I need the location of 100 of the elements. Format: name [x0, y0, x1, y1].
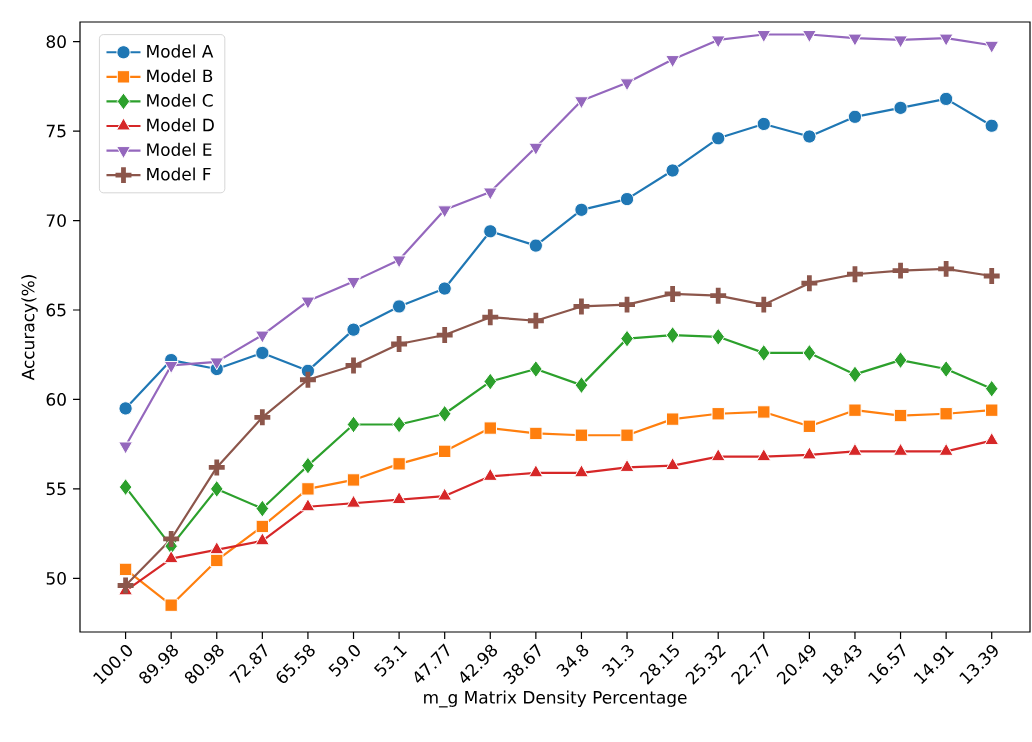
point [437, 281, 452, 296]
point [346, 494, 361, 508]
point [890, 260, 911, 282]
y-tick-label: 80 [46, 35, 66, 49]
point [756, 448, 772, 462]
point [619, 192, 635, 207]
point [984, 40, 1000, 54]
point [893, 408, 908, 423]
point [254, 330, 270, 344]
point [529, 360, 543, 378]
point [756, 30, 772, 43]
legend-label: Model A [147, 44, 214, 58]
point [346, 322, 361, 337]
point [297, 369, 319, 391]
point [255, 499, 270, 518]
point [209, 541, 225, 555]
point [529, 426, 543, 441]
point [665, 163, 680, 178]
point [757, 405, 771, 419]
point [210, 553, 224, 568]
legend-label: Model F [147, 167, 211, 181]
point [801, 30, 817, 43]
point [620, 329, 634, 348]
point [392, 415, 406, 434]
point [753, 294, 775, 315]
point [848, 403, 862, 417]
point [528, 238, 543, 253]
point [346, 415, 361, 434]
point [388, 333, 410, 355]
point [206, 457, 228, 478]
point [935, 258, 957, 280]
x-axis-title: m_g Matrix Density Percentage [424, 690, 687, 708]
point [802, 129, 817, 144]
y-tick-label: 70 [46, 214, 66, 227]
legend-label: Model C [147, 93, 213, 107]
point [163, 360, 179, 374]
point [620, 428, 634, 442]
point [710, 35, 726, 49]
point [985, 403, 999, 417]
point [160, 528, 182, 550]
point [115, 575, 136, 596]
point [392, 299, 407, 314]
point [482, 467, 498, 481]
point [847, 109, 863, 124]
point [711, 407, 725, 421]
point [571, 296, 592, 317]
point [799, 272, 820, 294]
point [574, 202, 589, 217]
point [981, 265, 1003, 287]
point [893, 351, 908, 369]
point [574, 96, 589, 110]
point [984, 379, 999, 398]
point [847, 442, 863, 456]
point [254, 532, 270, 546]
point [707, 285, 729, 307]
point [525, 310, 547, 332]
point [938, 33, 954, 47]
y-tick-label: 60 [46, 393, 66, 406]
point [164, 598, 178, 612]
point [528, 142, 544, 156]
point [346, 276, 361, 290]
point [756, 116, 771, 132]
point [479, 306, 501, 328]
point [848, 365, 862, 384]
point [939, 91, 954, 106]
point [391, 491, 407, 505]
point [118, 562, 133, 577]
point [437, 205, 453, 219]
point [163, 550, 179, 564]
point [438, 444, 452, 458]
point [255, 345, 270, 361]
point [574, 376, 589, 394]
point [209, 480, 224, 498]
point [301, 482, 315, 496]
legend-label: Model E [147, 142, 212, 156]
point [255, 519, 270, 534]
point [801, 446, 817, 460]
point [984, 432, 1000, 446]
point [346, 473, 361, 487]
point [802, 419, 817, 433]
legend-label: Model B [147, 69, 213, 83]
point [665, 457, 681, 471]
legend-label: Model D [147, 118, 214, 132]
point [391, 255, 407, 269]
point [434, 324, 456, 346]
point [757, 344, 771, 362]
point [893, 100, 908, 115]
point [893, 35, 908, 49]
point [483, 224, 498, 239]
point [118, 478, 133, 496]
point [619, 458, 635, 472]
point [528, 464, 544, 478]
point [710, 448, 726, 462]
point [343, 355, 364, 376]
point [616, 294, 638, 315]
point [665, 326, 680, 344]
y-tick-label: 75 [46, 124, 66, 138]
point [802, 344, 817, 362]
point [301, 456, 315, 475]
point [392, 457, 406, 471]
